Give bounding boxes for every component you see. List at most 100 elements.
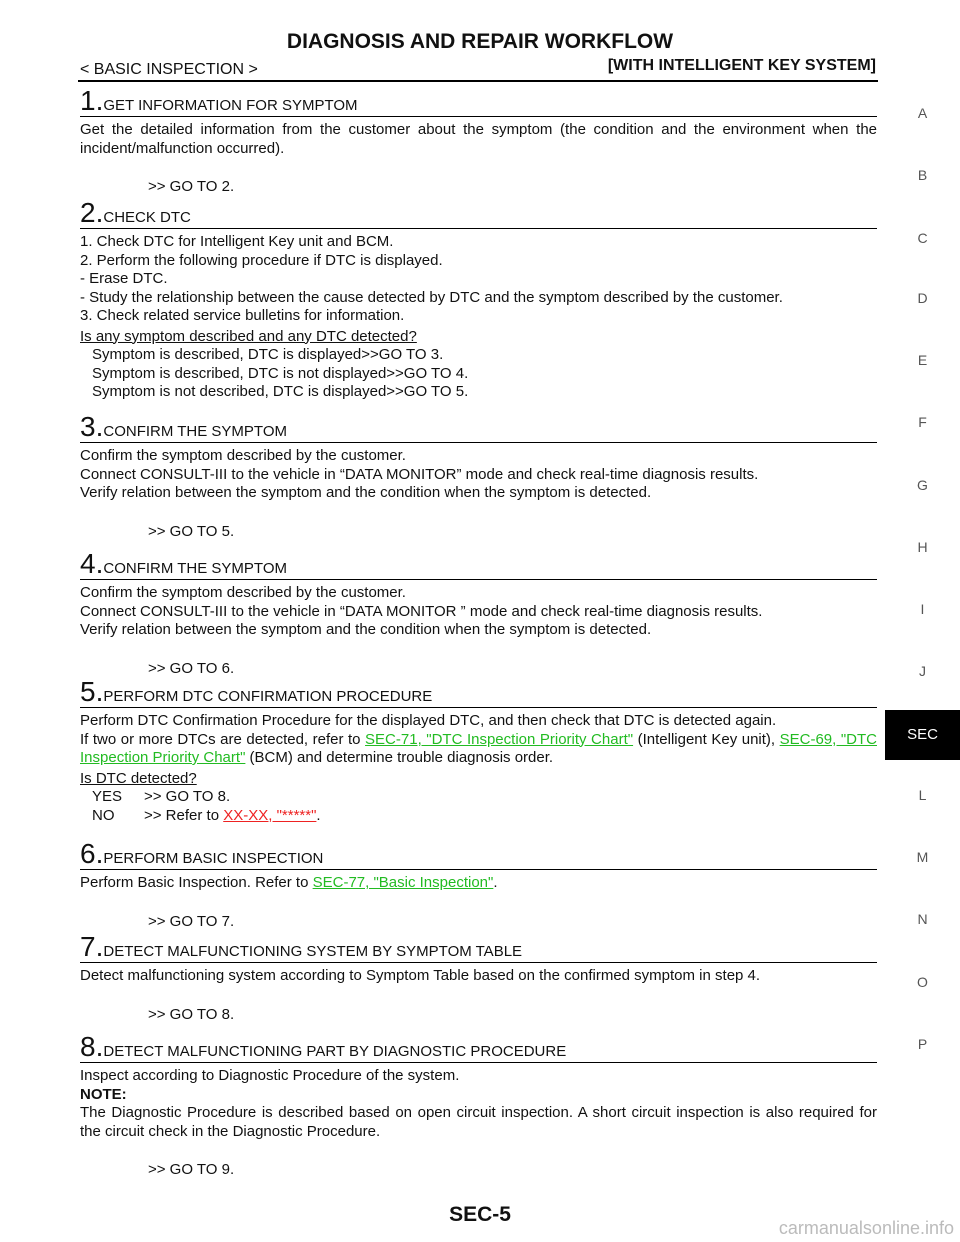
text-line: Verify relation between the symptom and …	[80, 621, 877, 640]
watermark: carmanualsonline.info	[778, 1218, 954, 1238]
text-line: 3. Check related service bulletins for i…	[80, 307, 877, 326]
step-title: PERFORM DTC CONFIRMATION PROCEDURE	[103, 688, 433, 705]
text: If two or more DTCs are detected, refer …	[80, 730, 366, 748]
text: Is DTC detected?	[80, 769, 197, 787]
text-line: Symptom is described, DTC is not display…	[80, 365, 877, 384]
side-tab[interactable]: C	[917, 230, 928, 246]
side-tab[interactable]: E	[917, 352, 928, 368]
step-number: 4.	[80, 548, 104, 579]
text: 1. Check DTC for Intelligent Key unit an…	[80, 233, 394, 250]
text-line: Symptom is not described, DTC is display…	[80, 383, 877, 402]
step-title: PERFORM BASIC INSPECTION	[103, 850, 324, 867]
text: NOTE:	[80, 1085, 127, 1103]
text: (Intelligent Key unit),	[633, 730, 780, 748]
step-heading: 5.PERFORM DTC CONFIRMATION PROCEDURE	[80, 677, 877, 708]
text: Perform Basic Inspection. Refer to	[80, 874, 313, 891]
step-number: 6.	[80, 838, 104, 869]
page-number: SEC-5	[449, 1203, 511, 1226]
title: DIAGNOSIS AND REPAIR WORKFLOW	[286, 30, 674, 53]
text-line: Perform Basic Inspection. Refer to SEC-7…	[80, 874, 877, 893]
step-number: 8.	[80, 1031, 104, 1062]
side-tab[interactable]: P	[917, 1036, 928, 1052]
side-tab[interactable]: L	[918, 787, 927, 803]
text-line: 1. Check DTC for Intelligent Key unit an…	[80, 233, 877, 252]
link[interactable]: XX-XX, "*****"	[223, 806, 317, 824]
side-tab[interactable]: I	[920, 601, 925, 617]
step-body: Perform Basic Inspection. Refer to SEC-7…	[80, 874, 877, 931]
text: Perform DTC Confirmation Procedure for t…	[80, 712, 777, 729]
text-line: - Study the relationship between the cau…	[80, 289, 877, 308]
text: Inspect according to Diagnostic Procedur…	[80, 1067, 460, 1084]
side-tab[interactable]: D	[917, 290, 928, 306]
text-line: Is any symptom described and any DTC det…	[80, 328, 877, 347]
text: Symptom is not described, DTC is display…	[92, 383, 469, 400]
text: Connect CONSULT-III to the vehicle in “D…	[80, 465, 759, 483]
system: [WITH INTELLIGENT KEY SYSTEM]	[607, 57, 876, 74]
step-heading: 2.CHECK DTC	[80, 198, 877, 229]
step-number: 1.	[80, 85, 104, 116]
text: >> GO TO 5.	[148, 522, 235, 540]
step-body: Inspect according to Diagnostic Procedur…	[80, 1067, 877, 1180]
step: 4.CONFIRM THE SYMPTOM Confirm the symptom…	[80, 549, 877, 678]
step-number: 7.	[80, 931, 104, 962]
text-line: Confirm the symptom described by the cus…	[80, 584, 877, 603]
side-tab[interactable]: M	[916, 849, 929, 865]
text-line: >> GO TO 5.	[80, 523, 877, 542]
step-heading: 3.CONFIRM THE SYMPTOM	[80, 412, 877, 443]
text-line: Confirm the symptom described by the cus…	[80, 447, 877, 466]
side-tab[interactable]: H	[917, 539, 928, 555]
text: >> GO TO 9.	[148, 1161, 235, 1178]
text-line: >> GO TO 6.	[80, 660, 877, 679]
text-line: Is DTC detected?	[80, 770, 877, 789]
step-title: CHECK DTC	[103, 209, 191, 226]
step-number: 3.	[80, 411, 104, 442]
step: 6.PERFORM BASIC INSPECTION Perform Basic …	[80, 839, 877, 931]
text: YES	[92, 788, 123, 805]
side-tab[interactable]: O	[917, 974, 928, 990]
step-body: Detect malfunctioning system according t…	[80, 967, 877, 1024]
text-line: NOTE:	[80, 1086, 877, 1105]
text-line: Connect CONSULT-III to the vehicle in “D…	[80, 603, 877, 622]
text-line: YES >> GO TO 8.	[80, 788, 877, 807]
step-body: 1. Check DTC for Intelligent Key unit an…	[80, 233, 877, 402]
text: Is any symptom described and any DTC det…	[80, 327, 417, 345]
side-tab[interactable]: N	[917, 911, 928, 927]
text: 2. Perform the following procedure if DT…	[80, 251, 443, 269]
link[interactable]: SEC-77, "Basic Inspection"	[312, 874, 494, 891]
text: 3. Check related service bulletins for i…	[80, 307, 405, 324]
step: 7.DETECT MALFUNCTIONING SYSTEM BY SYMPTO…	[80, 932, 877, 1024]
step: 2.CHECK DTC 1. Check DTC for Intelligent …	[80, 198, 877, 402]
text: - Erase DTC.	[80, 270, 168, 287]
step-number: 2.	[80, 197, 104, 228]
step-heading: 7.DETECT MALFUNCTIONING SYSTEM BY SYMPTO…	[80, 932, 877, 963]
step: 3.CONFIRM THE SYMPTOM Confirm the symptom…	[80, 412, 877, 541]
text-line: >> GO TO 8.	[80, 1006, 877, 1025]
step-body: Confirm the symptom described by the cus…	[80, 584, 877, 678]
text-line: If two or more DTCs are detected, refer …	[80, 731, 877, 768]
text: >> GO TO 6.	[148, 659, 235, 677]
text: The Diagnostic Procedure is described ba…	[80, 1104, 877, 1140]
step-title: DETECT MALFUNCTIONING PART BY DIAGNOSTIC…	[103, 1043, 567, 1060]
side-tab[interactable]: G	[917, 477, 928, 493]
step-heading: 4.CONFIRM THE SYMPTOM	[80, 549, 877, 580]
step-heading: 8.DETECT MALFUNCTIONING PART BY DIAGNOST…	[80, 1032, 877, 1063]
text-line: >> GO TO 9.	[80, 1161, 877, 1180]
link[interactable]: SEC-71, "DTC Inspection Priority Chart"	[365, 730, 634, 748]
text: >> Refer to	[144, 806, 224, 824]
step-title: CONFIRM THE SYMPTOM	[103, 560, 287, 577]
text: >> GO TO 8.	[148, 1005, 235, 1023]
text-line: Connect CONSULT-III to the vehicle in “D…	[80, 466, 877, 485]
step-number: 5.	[80, 676, 104, 707]
side-tab[interactable]: J	[919, 663, 926, 679]
step: 5.PERFORM DTC CONFIRMATION PROCEDURE Perf…	[80, 677, 877, 825]
side-tab[interactable]: B	[917, 167, 928, 183]
text-line: The Diagnostic Procedure is described ba…	[80, 1104, 877, 1141]
text-line: Detect malfunctioning system according t…	[80, 967, 877, 986]
step-heading: 6.PERFORM BASIC INSPECTION	[80, 839, 877, 870]
link[interactable]: SEC-69, "DTC Inspection Priority Chart"	[80, 730, 877, 767]
side-tab[interactable]: F	[918, 414, 927, 430]
side-tab[interactable]: SEC	[885, 710, 960, 760]
side-tab[interactable]: A	[917, 105, 928, 121]
step-body: Confirm the symptom described by the cus…	[80, 447, 877, 541]
